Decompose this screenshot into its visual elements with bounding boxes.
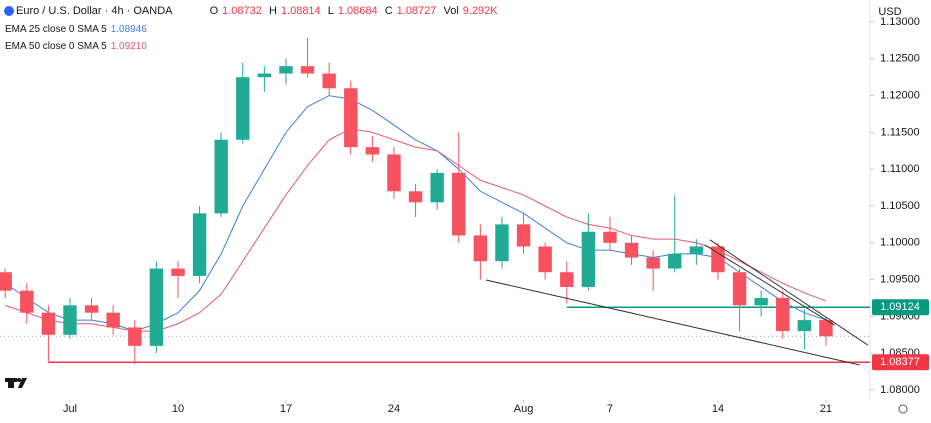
candle-body [279,66,293,74]
candle-body [776,297,790,332]
candle-body [20,290,34,313]
candle-body [473,235,488,262]
candle-body [689,246,704,254]
candle-body [560,272,574,287]
indicator-line: EMA 50 close 0 SMA 5 1.09210 [5,41,151,52]
vol-label: Vol [443,5,459,17]
c-label: C [384,5,393,17]
c-value: 1.08727 [396,5,437,17]
level-label: 1.09124 [880,301,920,313]
candle-body [149,268,164,346]
ema-line [4,95,827,332]
candle-body [538,246,552,273]
candle-body [624,242,639,258]
trendline [704,244,835,326]
candle-body [322,73,336,89]
candle-body [495,224,509,262]
candle-body [41,312,56,335]
currency-label: USD [878,6,901,18]
y-tick-label: 1.13000 [880,16,920,28]
level-box [872,299,929,316]
candle-body [171,268,185,276]
x-tick-label: 7 [607,403,613,415]
candle-body [344,88,358,148]
indicator-label: EMA 25 close 0 SMA 5 [5,24,107,35]
header-line: Euro / U.S. Dollar · 4h · OANDA O 1.08732… [4,5,506,17]
o-value: 1.08732 [222,5,262,17]
candle-body [646,257,660,269]
candle-body [452,172,466,236]
indicator-value: 1.08946 [110,24,147,35]
level-label: 1.08377 [880,356,920,368]
candle-body [603,231,617,243]
x-tick-label: Aug [514,403,534,415]
candle-body [387,154,401,192]
candle-body [257,73,272,78]
candle-body [214,139,228,214]
ema-line [5,128,827,332]
candle-body [819,320,833,337]
y-tick-label: 1.09500 [880,274,920,286]
y-tick-label: 1.10000 [880,237,920,249]
candle-body [668,253,682,269]
h-label: H [268,5,277,17]
candle-body [84,305,99,313]
trendline [709,239,869,346]
h-value: 1.08814 [280,5,321,17]
l-label: L [327,5,334,17]
level-box [872,354,929,371]
candle-body [732,272,747,306]
x-tick-label: 21 [820,403,832,415]
x-tick-label: 14 [712,403,724,415]
candle-body [711,246,725,273]
candle-body [365,147,380,155]
candle-body [236,77,250,140]
y-tick-label: 1.12500 [880,53,920,65]
candle-body [516,224,531,247]
ohlc: O 1.08732 H 1.08814 L 1.08684 C 1.08727 Vol 9… [210,5,502,17]
candle-body [300,66,315,74]
y-tick-label: 1.08000 [880,384,920,396]
settings-icon[interactable] [898,404,908,414]
indicator-label: EMA 50 close 0 SMA 5 [5,41,107,52]
candle-body [106,312,120,328]
candle-body [192,213,207,276]
trendline [485,279,860,366]
l-value: 1.08684 [337,5,378,17]
vol-value: 9.292K [462,5,498,17]
candle-body [0,272,12,291]
candle-body [430,172,444,203]
y-tick-label: 1.11000 [881,163,920,175]
x-tick-label: 10 [172,403,184,415]
candle-body [581,231,596,287]
x-tick-label: 24 [388,403,400,415]
indicator-line: EMA 25 close 0 SMA 5 1.08946 [5,24,151,35]
y-tick-label: 1.11500 [881,126,920,138]
symbol: Euro / U.S. Dollar · 4h · OANDA [16,5,173,17]
o-label: O [209,5,219,17]
candle-body [63,305,77,335]
x-tick-label: 17 [280,403,292,415]
x-tick-label: Jul [63,403,77,415]
y-tick-label: 1.10500 [880,200,920,212]
candle-body [797,320,812,332]
indicator-value: 1.09210 [110,41,147,52]
y-tick-label: 1.12000 [880,90,920,102]
candle-body [408,191,423,203]
tv-logo [5,378,27,388]
symbol-icon [4,6,14,16]
candle-body [128,327,142,346]
candle-body [754,297,768,306]
